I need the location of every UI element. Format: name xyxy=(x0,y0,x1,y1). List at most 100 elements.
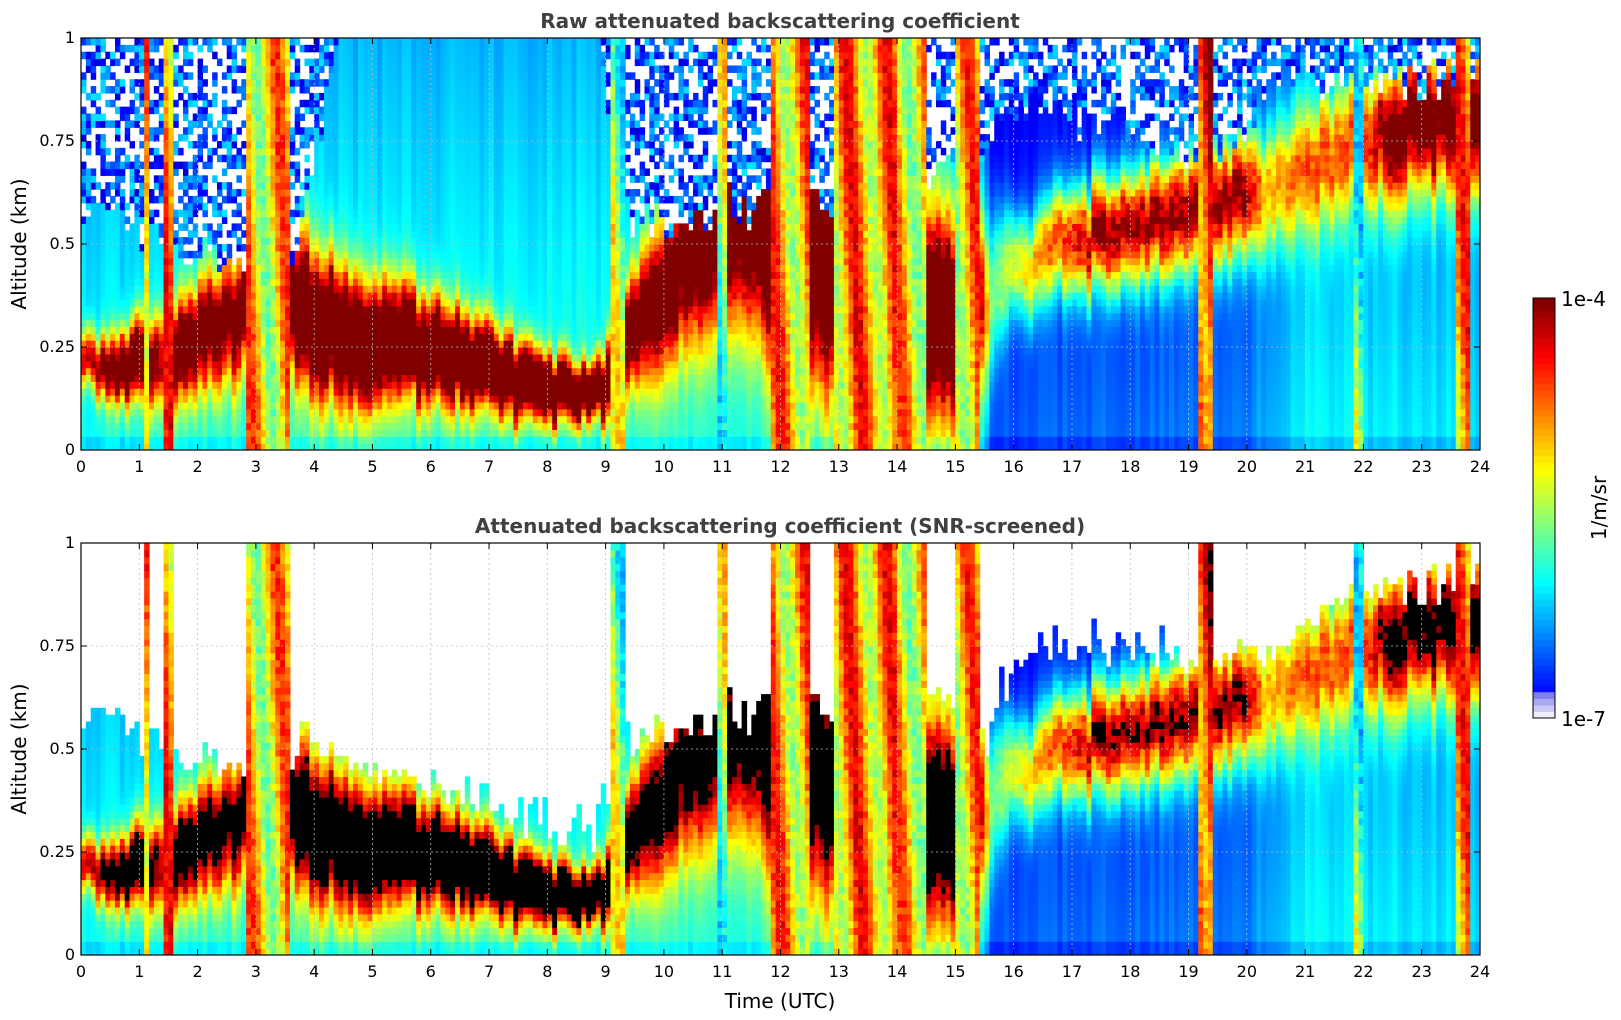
heatmap-cell xyxy=(119,319,126,327)
heatmap-cell xyxy=(294,305,301,314)
heatmap-cell xyxy=(455,195,461,204)
heatmap-cell xyxy=(149,305,155,314)
heatmap-cell xyxy=(333,257,340,266)
heatmap-cell xyxy=(299,209,306,218)
heatmap-cell xyxy=(479,250,485,259)
heatmap-cell xyxy=(202,127,208,135)
heatmap-cell xyxy=(367,415,374,424)
heatmap-cell xyxy=(440,154,446,163)
heatmap-cell xyxy=(246,401,252,410)
heatmap-cell xyxy=(455,223,461,231)
heatmap-cell xyxy=(187,127,194,135)
heatmap-cell xyxy=(498,388,505,396)
heatmap-cell xyxy=(459,79,466,87)
heatmap-cell xyxy=(289,79,296,87)
heatmap-cell xyxy=(411,134,417,142)
heatmap-cell xyxy=(163,58,170,67)
heatmap-cell xyxy=(173,429,179,437)
heatmap-cell xyxy=(503,113,510,121)
heatmap-cell xyxy=(464,257,471,266)
heatmap-cell xyxy=(430,381,437,389)
heatmap-cell xyxy=(362,202,369,211)
heatmap-cell xyxy=(241,244,247,252)
heatmap-cell xyxy=(382,147,388,156)
heatmap-cell xyxy=(178,292,184,300)
heatmap-cell xyxy=(275,340,281,348)
heatmap-cell xyxy=(455,443,461,450)
heatmap-cell xyxy=(367,360,374,369)
heatmap-cell xyxy=(153,422,160,430)
heatmap-cell xyxy=(357,326,364,334)
heatmap-cell xyxy=(484,161,490,170)
heatmap-cell xyxy=(348,141,354,149)
heatmap-cell xyxy=(338,395,344,403)
heatmap-cell xyxy=(377,182,383,190)
heatmap-cell xyxy=(187,175,194,183)
heatmap-cell xyxy=(489,298,495,307)
heatmap-cell xyxy=(129,106,136,115)
heatmap-cell xyxy=(163,237,170,245)
heatmap-cell xyxy=(357,195,364,204)
heatmap-cell xyxy=(416,353,422,362)
heatmap-cell xyxy=(217,422,223,430)
heatmap-cell xyxy=(411,202,417,211)
heatmap-cell xyxy=(255,230,262,238)
heatmap-cell xyxy=(178,340,184,348)
heatmap-cell xyxy=(411,237,417,245)
heatmap-cell xyxy=(221,347,228,355)
heatmap-cell xyxy=(183,292,189,300)
heatmap-cell xyxy=(246,278,252,286)
heatmap-cell xyxy=(153,367,160,376)
heatmap-cell xyxy=(421,292,427,300)
heatmap-cell xyxy=(289,278,296,286)
heatmap-cell xyxy=(226,106,233,115)
heatmap-cell xyxy=(129,271,136,279)
heatmap-cell xyxy=(319,333,325,341)
heatmap-cell xyxy=(163,72,170,80)
heatmap-cell xyxy=(493,134,500,142)
heatmap-cell xyxy=(445,189,451,197)
heatmap-cell xyxy=(411,250,417,259)
heatmap-cell xyxy=(489,326,495,334)
heatmap-cell xyxy=(498,347,505,355)
heatmap-cell xyxy=(270,436,276,444)
heatmap-cell xyxy=(85,436,92,444)
heatmap-cell xyxy=(289,422,296,430)
heatmap-cell xyxy=(115,292,121,300)
heatmap-cell xyxy=(425,264,432,273)
heatmap-cell xyxy=(416,72,422,80)
heatmap-cell xyxy=(328,340,335,348)
heatmap-cell xyxy=(294,292,301,300)
heatmap-cell xyxy=(455,415,461,424)
heatmap-cell xyxy=(440,408,446,417)
heatmap-cell xyxy=(246,244,252,252)
heatmap-cell xyxy=(421,312,427,321)
heatmap-cell xyxy=(435,168,442,176)
heatmap-cell xyxy=(445,257,451,266)
heatmap-cell xyxy=(396,305,403,314)
heatmap-cell xyxy=(357,360,364,369)
heatmap-cell xyxy=(328,113,335,121)
heatmap-cell xyxy=(105,230,111,238)
heatmap-cell xyxy=(416,264,422,273)
heatmap-cell xyxy=(319,401,325,410)
heatmap-cell xyxy=(508,51,514,60)
heatmap-cell xyxy=(236,127,242,135)
heatmap-cell xyxy=(459,147,466,156)
heatmap-cell xyxy=(406,223,412,231)
heatmap-cell xyxy=(387,141,393,149)
heatmap-cell xyxy=(314,127,320,135)
heatmap-cell xyxy=(406,38,412,46)
heatmap-cell xyxy=(469,65,476,73)
heatmap-cell xyxy=(503,264,510,273)
heatmap-cell xyxy=(134,120,140,128)
heatmap-cell xyxy=(246,209,252,218)
heatmap-cell xyxy=(110,401,116,410)
heatmap-cell xyxy=(421,209,427,218)
heatmap-cell xyxy=(328,353,335,362)
heatmap-cell xyxy=(333,237,340,245)
heatmap-cell xyxy=(435,285,442,293)
heatmap-cell xyxy=(299,141,306,149)
heatmap-cell xyxy=(285,38,291,46)
heatmap-cell xyxy=(294,381,301,389)
